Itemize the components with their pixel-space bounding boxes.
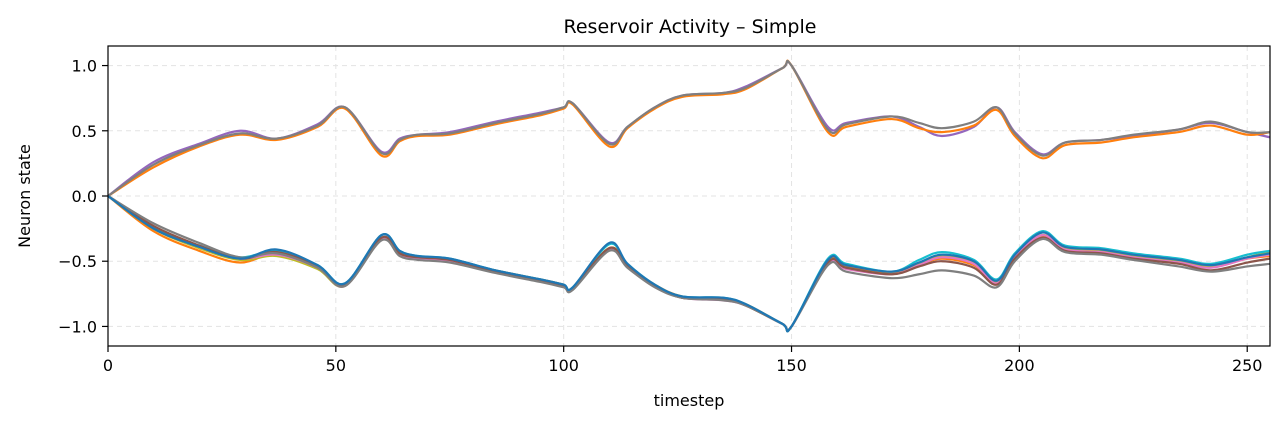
series-line-10 <box>108 194 1270 333</box>
x-tick-label: 100 <box>548 356 579 375</box>
y-tick-label: −0.5 <box>58 252 97 271</box>
series-line-9 <box>108 194 1270 332</box>
x-tick-label: 150 <box>776 356 807 375</box>
y-axis-label: Neuron state <box>15 144 34 248</box>
series-lines <box>108 59 1270 333</box>
series-group <box>108 59 1270 333</box>
x-tick-label: 250 <box>1232 356 1263 375</box>
chart-title: Reservoir Activity – Simple <box>564 16 817 38</box>
y-tick-label: 0.5 <box>72 122 97 141</box>
series-line-3 <box>108 59 1270 198</box>
y-tick-label: −1.0 <box>58 317 97 336</box>
axis-ticks: 0 50 100 150 200 250 1.0 0.5 0.0 −0.5 −1.0 <box>58 57 1262 375</box>
x-tick-label: 0 <box>103 356 113 375</box>
y-tick-label: 0.0 <box>72 187 97 206</box>
x-tick-label: 200 <box>1004 356 1035 375</box>
x-tick-label: 50 <box>326 356 346 375</box>
x-axis-label: timestep <box>654 391 725 410</box>
y-tick-label: 1.0 <box>72 57 97 76</box>
